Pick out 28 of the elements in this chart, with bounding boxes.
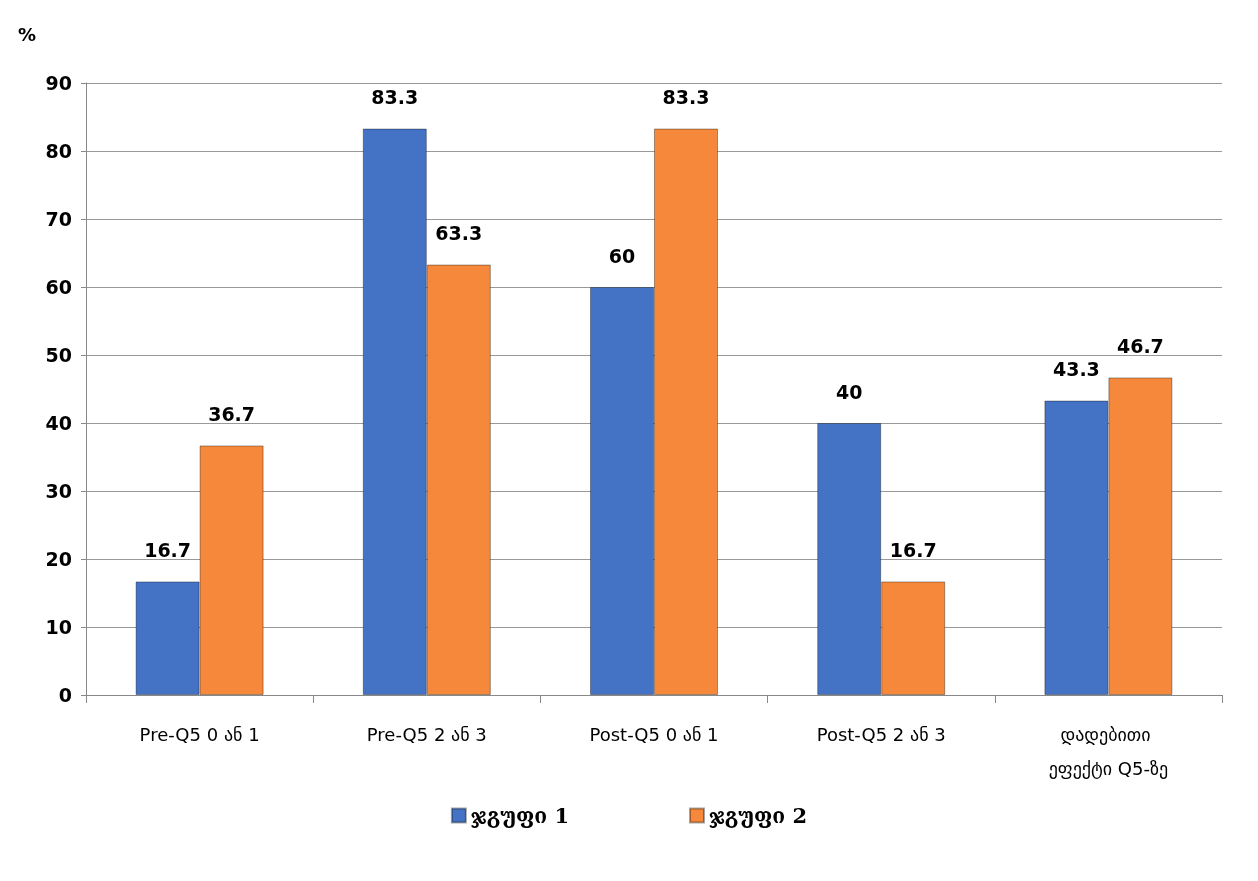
data-label: 83.3 (371, 86, 419, 109)
data-label: 63.3 (435, 222, 483, 245)
data-label: 43.3 (1052, 358, 1100, 381)
data-label: 36.7 (208, 402, 256, 425)
y-tick-label: 60 (45, 276, 72, 298)
y-tick-label: 30 (45, 480, 72, 502)
data-label: 60 (608, 244, 636, 267)
x-tick-label: Pre-Q5 0 ან 1 (139, 723, 260, 745)
data-label: 40 (835, 380, 863, 403)
data-label: 16.7 (889, 538, 937, 561)
y-axis-title: % (17, 23, 36, 45)
legend-label: ჯგუფი 2 (709, 803, 808, 828)
data-label: 46.7 (1116, 334, 1164, 357)
y-tick-label: 80 (45, 140, 72, 162)
data-label: 83.3 (662, 86, 710, 109)
y-tick-label: 90 (45, 72, 72, 94)
y-tick-label: 10 (45, 616, 72, 638)
y-tick-label: 70 (45, 208, 72, 230)
x-tick-label: Post-Q5 0 ან 1 (589, 723, 719, 745)
y-tick-label: 20 (45, 548, 72, 570)
x-tick-label: Post-Q5 2 ან 3 (816, 723, 946, 745)
y-tick-label: 50 (45, 344, 72, 366)
legend-label: ჯგუფი 1 (470, 803, 570, 828)
y-tick-label: 40 (45, 412, 72, 434)
data-label: 16.7 (144, 538, 192, 561)
x-tick-label: Pre-Q5 2 ან 3 (366, 723, 487, 745)
y-tick-label: 0 (58, 684, 72, 706)
x-tick-label: დადებითი ეფექტი Q5-ზე (1048, 723, 1169, 779)
